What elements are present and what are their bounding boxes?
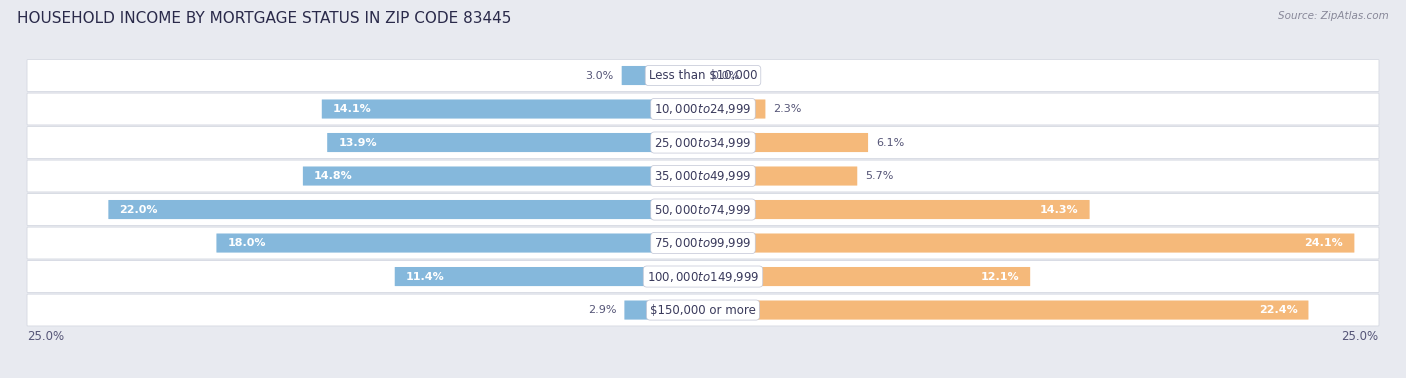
FancyBboxPatch shape [624,301,703,319]
FancyBboxPatch shape [703,133,868,152]
Text: HOUSEHOLD INCOME BY MORTGAGE STATUS IN ZIP CODE 83445: HOUSEHOLD INCOME BY MORTGAGE STATUS IN Z… [17,11,512,26]
Text: Less than $10,000: Less than $10,000 [648,69,758,82]
FancyBboxPatch shape [328,133,703,152]
FancyBboxPatch shape [703,267,1031,286]
FancyBboxPatch shape [703,99,765,119]
Text: Source: ZipAtlas.com: Source: ZipAtlas.com [1278,11,1389,21]
Text: 2.9%: 2.9% [588,305,617,315]
Text: 24.1%: 24.1% [1305,238,1343,248]
Text: $50,000 to $74,999: $50,000 to $74,999 [654,203,752,217]
FancyBboxPatch shape [27,260,1379,293]
Text: 5.7%: 5.7% [865,171,893,181]
Text: $10,000 to $24,999: $10,000 to $24,999 [654,102,752,116]
Text: 14.3%: 14.3% [1040,204,1078,215]
Text: $25,000 to $34,999: $25,000 to $34,999 [654,136,752,150]
Text: 3.0%: 3.0% [585,71,614,81]
Text: 22.4%: 22.4% [1258,305,1298,315]
Text: $100,000 to $149,999: $100,000 to $149,999 [647,270,759,284]
Text: $75,000 to $99,999: $75,000 to $99,999 [654,236,752,250]
FancyBboxPatch shape [27,294,1379,326]
FancyBboxPatch shape [217,234,703,253]
Text: 25.0%: 25.0% [1341,330,1378,343]
FancyBboxPatch shape [703,166,858,186]
Text: 14.8%: 14.8% [314,171,353,181]
FancyBboxPatch shape [108,200,703,219]
FancyBboxPatch shape [322,99,703,119]
FancyBboxPatch shape [703,234,1354,253]
Text: 11.4%: 11.4% [406,271,444,282]
FancyBboxPatch shape [27,194,1379,225]
Legend: Without Mortgage, With Mortgage: Without Mortgage, With Mortgage [564,376,842,378]
Text: 12.1%: 12.1% [980,271,1019,282]
FancyBboxPatch shape [27,227,1379,259]
Text: 14.1%: 14.1% [333,104,371,114]
FancyBboxPatch shape [27,127,1379,158]
Text: $150,000 or more: $150,000 or more [650,304,756,316]
FancyBboxPatch shape [395,267,703,286]
FancyBboxPatch shape [27,160,1379,192]
FancyBboxPatch shape [302,166,703,186]
Text: 18.0%: 18.0% [228,238,266,248]
Text: 13.9%: 13.9% [339,138,377,147]
FancyBboxPatch shape [621,66,703,85]
Text: 6.1%: 6.1% [876,138,904,147]
Text: $35,000 to $49,999: $35,000 to $49,999 [654,169,752,183]
FancyBboxPatch shape [703,301,1309,319]
Text: 2.3%: 2.3% [773,104,801,114]
FancyBboxPatch shape [27,60,1379,91]
Text: 22.0%: 22.0% [120,204,157,215]
Text: 0.0%: 0.0% [711,71,740,81]
Text: 25.0%: 25.0% [28,330,65,343]
FancyBboxPatch shape [27,93,1379,125]
FancyBboxPatch shape [703,200,1090,219]
